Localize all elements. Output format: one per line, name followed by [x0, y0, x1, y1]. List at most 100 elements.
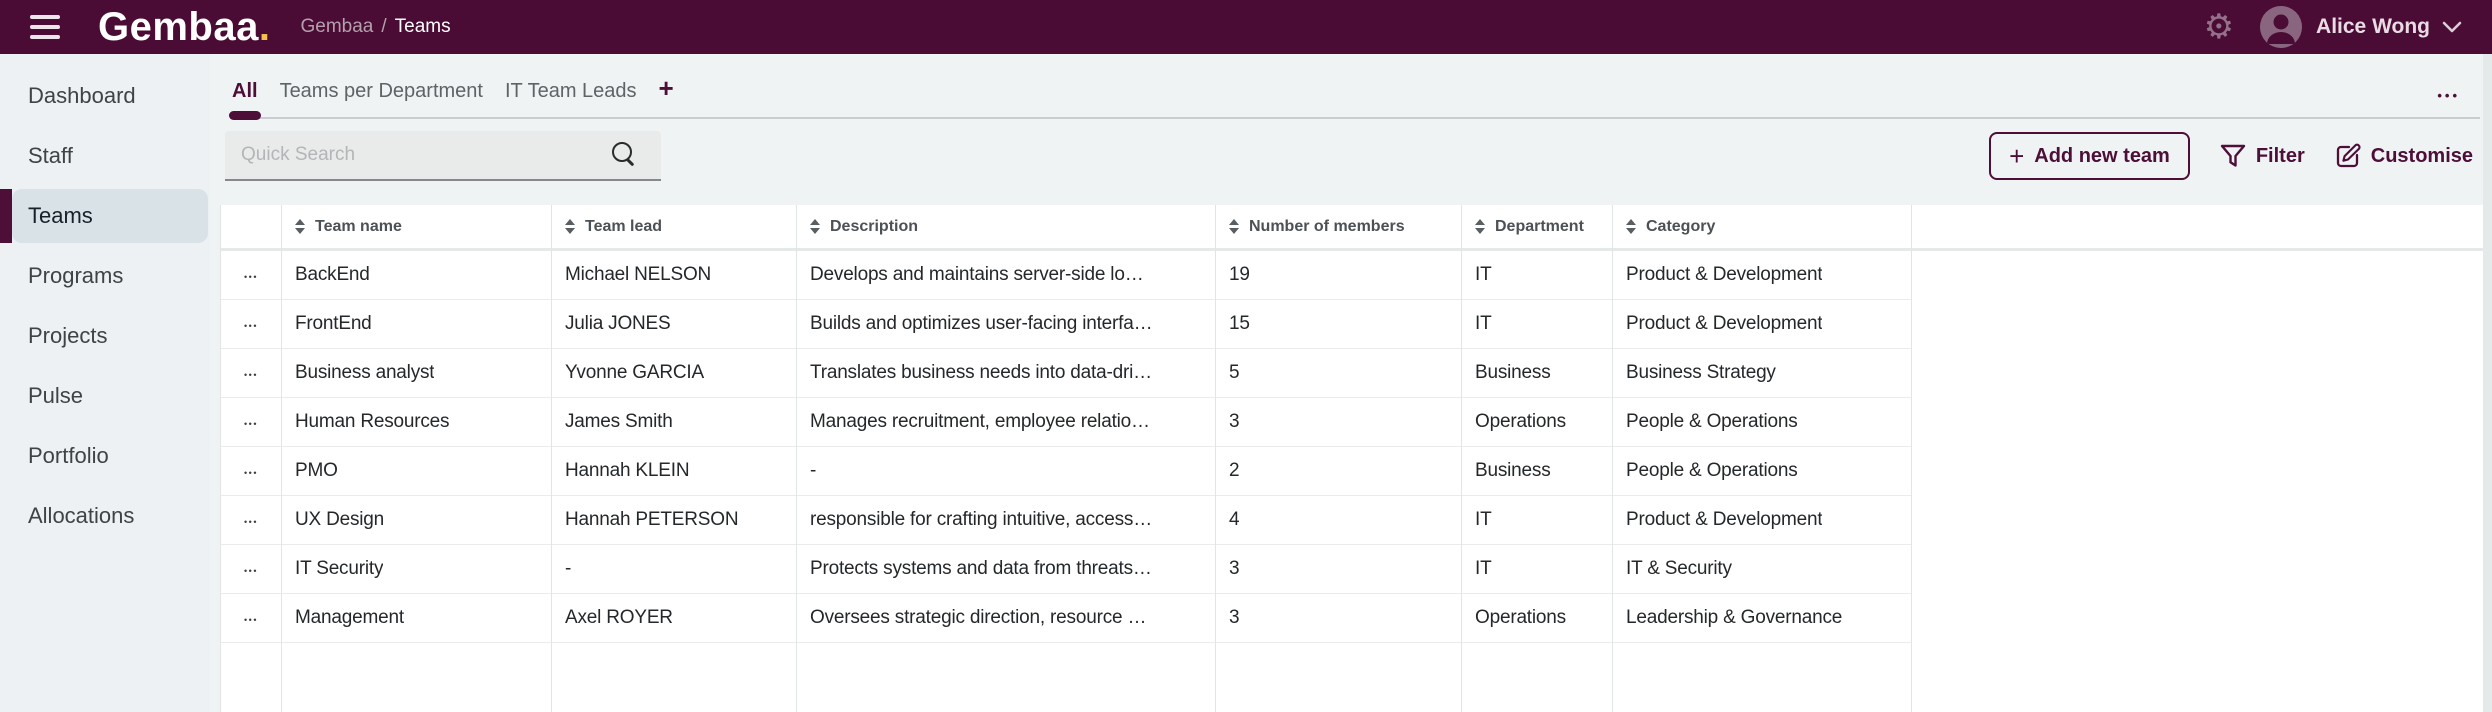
- table-row[interactable]: ••• IT Security - Protects systems and d…: [221, 545, 1911, 594]
- sort-icon: [1229, 219, 1239, 234]
- row-menu-icon[interactable]: •••: [244, 321, 258, 331]
- breadcrumb: Gembaa / Teams: [300, 16, 450, 38]
- cell-department: IT: [1475, 558, 1492, 579]
- cell-description: Oversees strategic direction, resource …: [810, 607, 1147, 628]
- cell-team-lead: Axel ROYER: [565, 607, 673, 628]
- sidebar-item-programs[interactable]: Programs: [0, 246, 210, 306]
- sidebar-item-dashboard[interactable]: Dashboard: [0, 66, 210, 126]
- table-row[interactable]: ••• FrontEnd Julia JONES Builds and opti…: [221, 300, 1911, 349]
- sidebar-nav: Dashboard Staff Teams Programs Projects …: [0, 54, 210, 712]
- chevron-down-icon[interactable]: [2442, 21, 2462, 33]
- breadcrumb-root[interactable]: Gembaa: [300, 16, 374, 37]
- cell-members: 5: [1229, 362, 1240, 383]
- topbar: Gembaa. Gembaa / Teams ⚙ Alice Wong: [0, 0, 2492, 54]
- sidebar-item-allocations[interactable]: Allocations: [0, 486, 210, 546]
- row-menu-icon[interactable]: •••: [244, 615, 258, 625]
- cell-team-name: IT Security: [295, 558, 384, 579]
- cell-team-name: BackEnd: [295, 264, 370, 285]
- cell-team-name: FrontEnd: [295, 313, 372, 334]
- cell-category: People & Operations: [1626, 411, 1798, 432]
- cell-team-name: UX Design: [295, 509, 385, 530]
- table-row[interactable]: ••• Human Resources James Smith Manages …: [221, 398, 1911, 447]
- cell-description: Builds and optimizes user-facing interfa…: [810, 313, 1153, 334]
- column-header-label: Team lead: [585, 217, 663, 235]
- column-divider: [281, 205, 282, 712]
- sort-icon: [295, 219, 305, 234]
- sidebar-item-projects[interactable]: Projects: [0, 306, 210, 366]
- row-menu-icon[interactable]: •••: [244, 468, 258, 478]
- column-header[interactable]: Department: [1461, 205, 1612, 248]
- search-icon[interactable]: [611, 141, 639, 169]
- search-input[interactable]: [225, 144, 611, 166]
- breadcrumb-current: Teams: [394, 16, 451, 37]
- cell-department: Operations: [1475, 607, 1566, 628]
- customise-button[interactable]: Customise: [2335, 143, 2473, 169]
- app-logo[interactable]: Gembaa.: [98, 5, 271, 49]
- tab-teams-per-department[interactable]: Teams per Department: [280, 80, 483, 103]
- cell-description: Translates business needs into data-dri…: [810, 362, 1152, 383]
- row-menu-icon[interactable]: •••: [244, 566, 258, 576]
- sidebar-item-label: Staff: [28, 143, 73, 168]
- cell-department: IT: [1475, 264, 1492, 285]
- table-row[interactable]: ••• PMO Hannah KLEIN - 2 Business People…: [221, 447, 1911, 496]
- gear-icon[interactable]: ⚙: [2203, 8, 2235, 46]
- sort-icon: [810, 219, 820, 234]
- column-header[interactable]: Description: [796, 205, 1215, 248]
- column-divider: [1215, 205, 1216, 712]
- sidebar-item-label: Portfolio: [28, 443, 109, 468]
- sidebar-item-label: Projects: [28, 323, 108, 348]
- cell-description: Develops and maintains server-side lo…: [810, 264, 1144, 285]
- sort-icon: [565, 219, 575, 234]
- teams-table: Team name Team lead Description Number o…: [220, 205, 2483, 712]
- table-row[interactable]: ••• Management Axel ROYER Oversees strat…: [221, 594, 1911, 643]
- row-menu-icon[interactable]: •••: [244, 419, 258, 429]
- sidebar-item-staff[interactable]: Staff: [0, 126, 210, 186]
- tab-label: Teams per Department: [279, 80, 483, 102]
- cell-description: Manages recruitment, employee relatio…: [810, 411, 1150, 432]
- sidebar-item-teams[interactable]: Teams: [0, 189, 208, 243]
- table-row[interactable]: ••• UX Design Hannah PETERSON responsibl…: [221, 496, 1911, 545]
- cell-team-lead: Michael NELSON: [565, 264, 712, 285]
- row-menu-icon[interactable]: •••: [244, 517, 258, 527]
- scrollbar-track[interactable]: [2483, 54, 2492, 712]
- cell-description: responsible for crafting intuitive, acce…: [810, 509, 1153, 530]
- add-new-team-button[interactable]: + Add new team: [1989, 132, 2190, 180]
- cell-category: Leadership & Governance: [1626, 607, 1843, 628]
- hamburger-menu-icon[interactable]: [30, 15, 60, 39]
- filter-button[interactable]: Filter: [2220, 144, 2305, 168]
- user-name[interactable]: Alice Wong: [2316, 15, 2430, 38]
- cell-description: Protects systems and data from threats…: [810, 558, 1152, 579]
- column-header-label: Team name: [315, 217, 402, 235]
- table-row[interactable]: ••• BackEnd Michael NELSON Develops and …: [221, 251, 1911, 300]
- table-body: ••• BackEnd Michael NELSON Develops and …: [221, 251, 2483, 643]
- table-header-row: Team name Team lead Description Number o…: [221, 205, 1911, 248]
- column-header[interactable]: Category: [1612, 205, 1911, 248]
- sidebar-item-pulse[interactable]: Pulse: [0, 366, 210, 426]
- table-row[interactable]: ••• Business analyst Yvonne GARCIA Trans…: [221, 349, 1911, 398]
- column-header[interactable]: Number of members: [1215, 205, 1461, 248]
- column-header-label: Category: [1646, 217, 1716, 235]
- tab-all[interactable]: All: [229, 80, 261, 120]
- cell-members: 15: [1229, 313, 1250, 334]
- column-header[interactable]: Team lead: [551, 205, 796, 248]
- cell-members: 3: [1229, 607, 1240, 628]
- cell-team-name: Business analyst: [295, 362, 435, 383]
- row-menu-icon[interactable]: •••: [244, 272, 258, 282]
- tab-overflow-menu-icon[interactable]: •••: [2437, 88, 2460, 103]
- column-header[interactable]: Team name: [281, 205, 551, 248]
- breadcrumb-separator: /: [381, 16, 387, 37]
- column-header-label: Description: [830, 217, 919, 235]
- cell-team-name: Human Resources: [295, 411, 450, 432]
- sidebar-item-portfolio[interactable]: Portfolio: [0, 426, 210, 486]
- tab-it-team-leads[interactable]: IT Team Leads: [505, 80, 637, 103]
- avatar[interactable]: [2260, 6, 2303, 48]
- cell-members: 3: [1229, 411, 1240, 432]
- cell-department: Business: [1475, 362, 1551, 383]
- cell-team-lead: Hannah PETERSON: [565, 509, 739, 530]
- cell-department: Business: [1475, 460, 1551, 481]
- row-menu-icon[interactable]: •••: [244, 370, 258, 380]
- cell-category: People & Operations: [1626, 460, 1798, 481]
- filter-funnel-icon: [2220, 144, 2246, 167]
- add-tab-button[interactable]: +: [658, 73, 674, 103]
